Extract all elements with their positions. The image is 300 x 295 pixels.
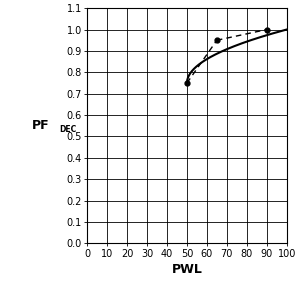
Text: PF: PF xyxy=(32,119,49,132)
X-axis label: PWL: PWL xyxy=(172,263,203,276)
Text: DEC: DEC xyxy=(59,125,76,134)
